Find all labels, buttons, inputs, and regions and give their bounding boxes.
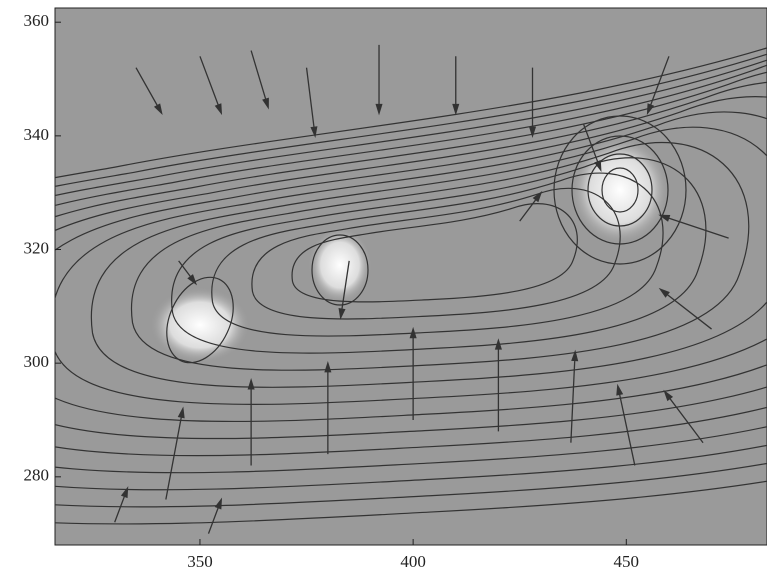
bright-spot bbox=[150, 287, 250, 363]
y-tick-label: 360 bbox=[24, 11, 50, 30]
x-tick-label: 400 bbox=[400, 552, 426, 571]
x-tick-label: 350 bbox=[187, 552, 213, 571]
y-tick-label: 340 bbox=[24, 125, 50, 144]
x-tick-label: 450 bbox=[614, 552, 640, 571]
y-tick-label: 320 bbox=[24, 238, 50, 257]
y-tick-label: 300 bbox=[24, 352, 50, 371]
chart: 350 400 450 280 300 320 340 360 bbox=[0, 0, 767, 575]
y-tick-label: 280 bbox=[24, 466, 50, 485]
